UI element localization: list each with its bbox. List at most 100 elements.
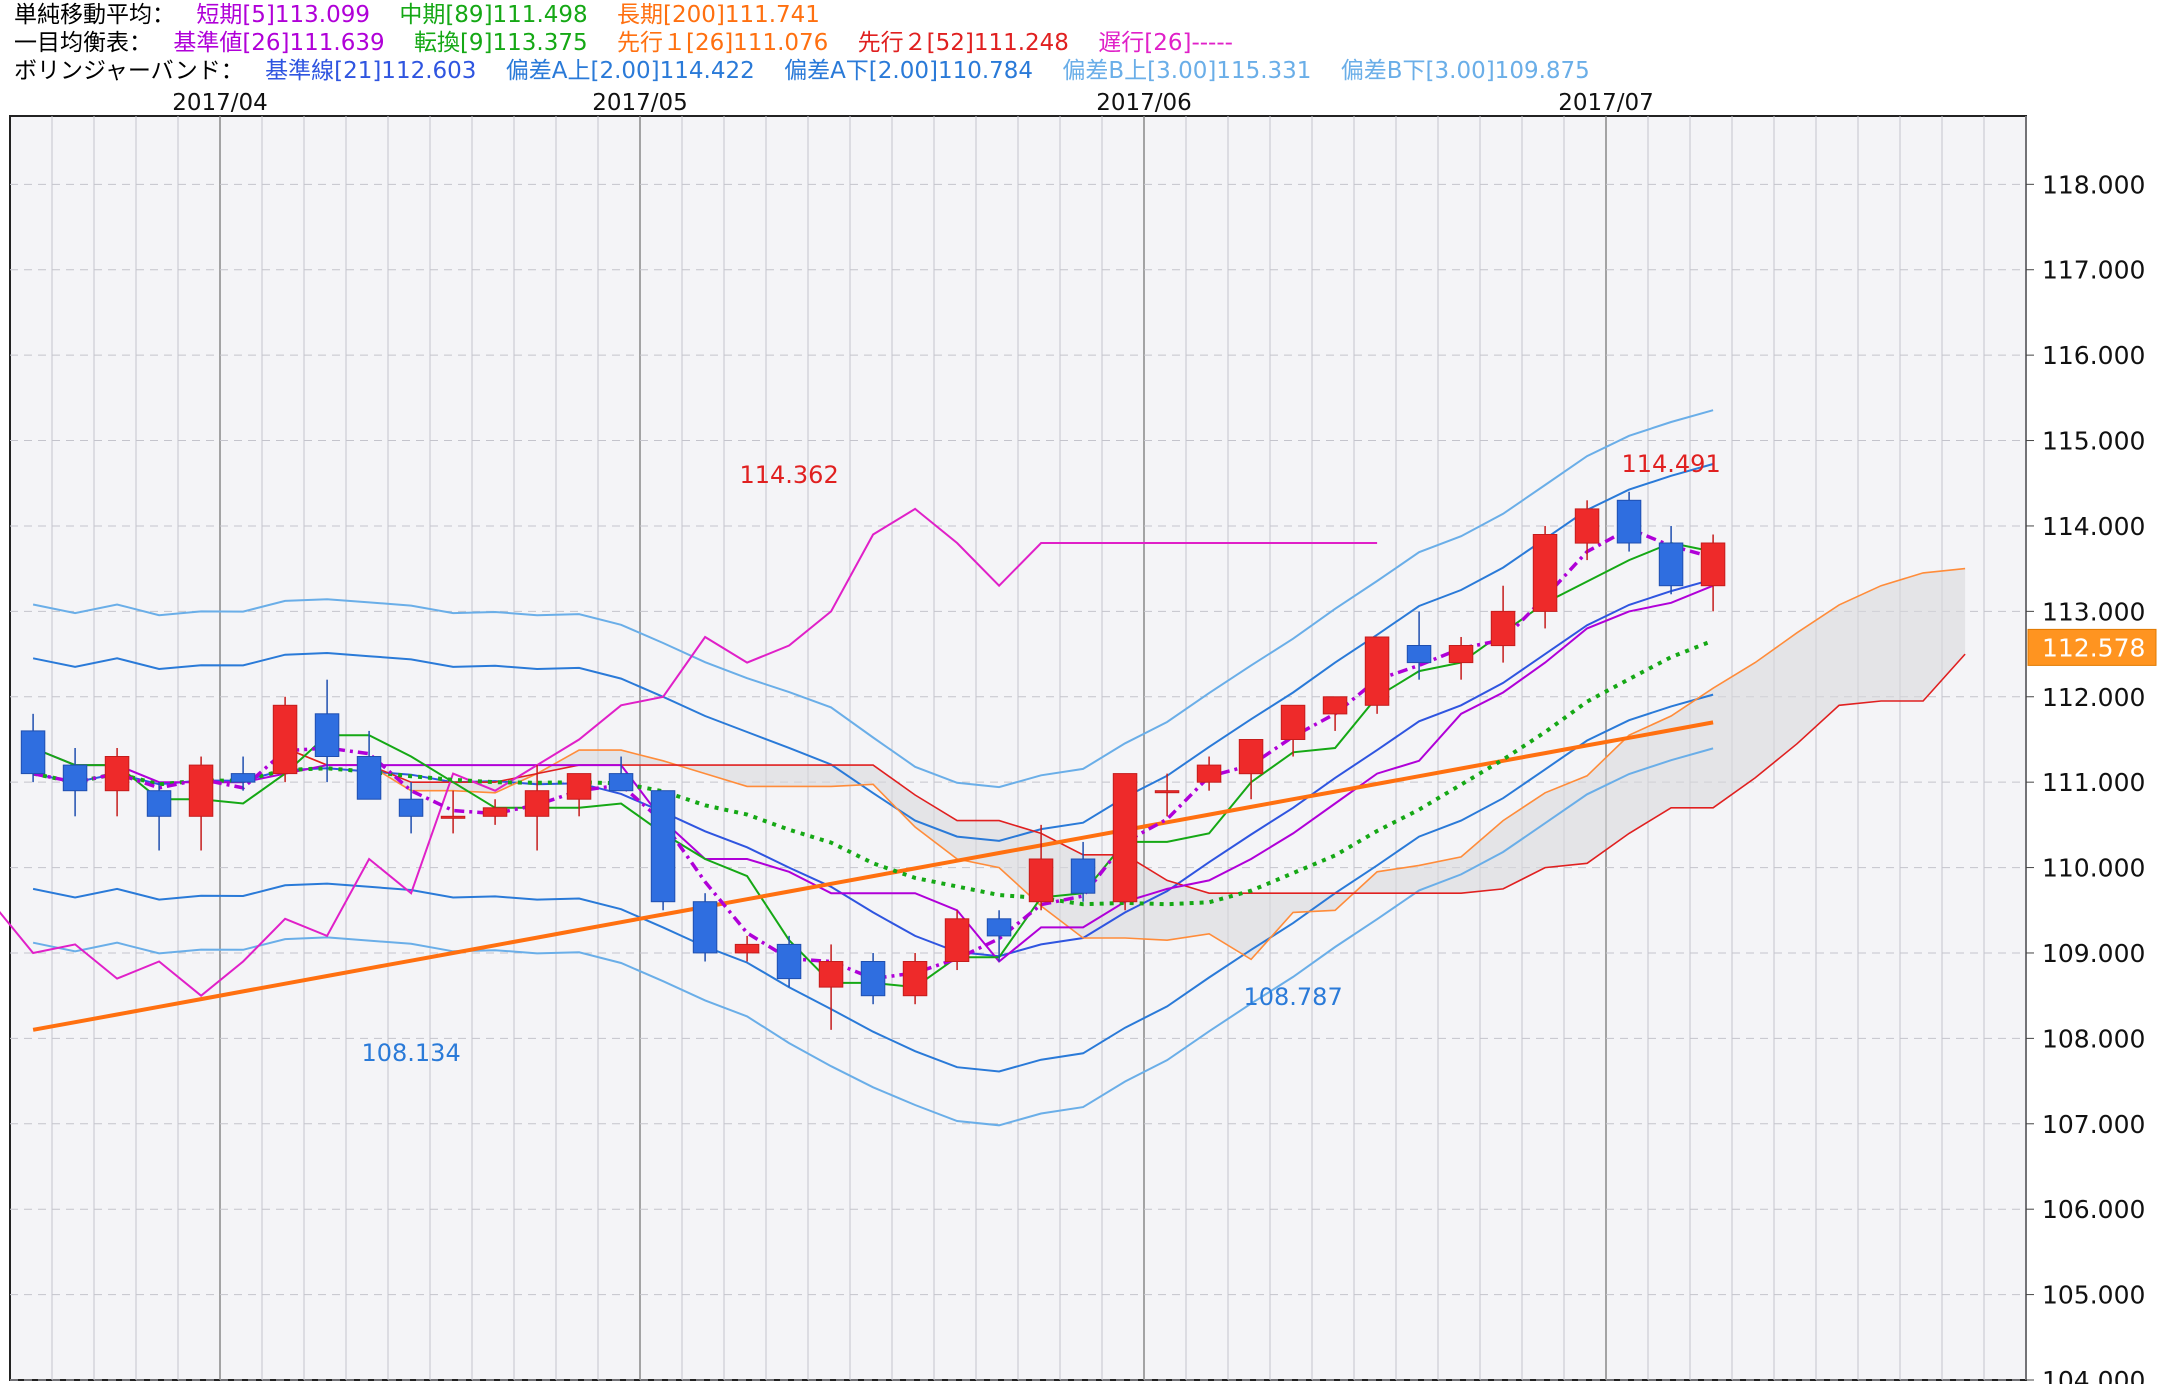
last-price-label: 112.578 (2042, 633, 2145, 662)
legend-sma-mid: 中期[89]111.498 (399, 2, 588, 28)
month-label: 2017/04 (172, 90, 268, 116)
sma-long-line (32, 720, 1714, 1032)
price-tick-label: 105.000 (2042, 1281, 2145, 1310)
candle-body (1364, 636, 1390, 706)
candle-body (1448, 645, 1474, 664)
legend-title-sma: 単純移動平均： (14, 2, 175, 28)
bollinger-lower-b-line (32, 747, 1714, 1127)
candle-body (20, 730, 46, 775)
candle-body (104, 756, 130, 792)
candle-body (188, 764, 214, 817)
candle-body (1658, 542, 1684, 587)
legend-bb-upper-b: 偏差B上[3.00]115.331 (1062, 58, 1312, 84)
candle-body (1616, 499, 1642, 544)
price-annotation: 114.362 (739, 461, 838, 489)
candle-body (818, 961, 844, 988)
legend-bb-upper-a: 偏差A上[2.00]114.422 (505, 58, 755, 84)
candle-body (1196, 764, 1222, 783)
candle-body (230, 773, 256, 783)
candlesticks (20, 491, 1726, 1030)
candle-body (62, 764, 88, 792)
candle-body (734, 943, 760, 954)
candle-body (986, 918, 1012, 937)
candle-body (146, 790, 172, 817)
candle-body (1070, 858, 1096, 894)
price-tick-label: 108.000 (2042, 1024, 2145, 1053)
price-tick-label: 113.000 (2042, 597, 2145, 626)
date-axis: 2017/04 2017/05 2017/06 2017/07 (172, 90, 1654, 116)
candle-body (1406, 645, 1432, 664)
candle-body (272, 704, 298, 775)
candle-body (1112, 773, 1138, 903)
month-label: 2017/07 (1558, 90, 1654, 116)
price-tick-label: 112.000 (2042, 683, 2145, 712)
price-annotation: 108.134 (361, 1039, 460, 1067)
candle-body (398, 798, 424, 817)
candle-body (1154, 790, 1180, 794)
price-tick-label: 104.000 (2042, 1366, 2145, 1384)
sma-short-line (32, 526, 1714, 981)
legend-sma-long: 長期[200]111.741 (616, 2, 820, 28)
price-tick-label: 109.000 (2042, 939, 2145, 968)
price-tick-label: 111.000 (2042, 768, 2145, 797)
candle-body (1700, 542, 1726, 587)
price-tick-label: 106.000 (2042, 1195, 2145, 1224)
legend-row-ichimoku: 一目均衡表： 基準値[26]111.639 転換[9]113.375 先行１[2… (14, 29, 1255, 57)
price-tick-label: 107.000 (2042, 1110, 2145, 1139)
legend-bb-lower-a: 偏差A下[2.00]110.784 (784, 58, 1034, 84)
candle-body (1280, 704, 1306, 740)
candle-body (692, 901, 718, 954)
legend-title-ichimoku: 一目均衡表： (14, 30, 152, 56)
month-label: 2017/05 (592, 90, 688, 116)
candle-body (356, 756, 382, 800)
legend-bb-mid: 基準線[21]112.603 (265, 58, 477, 84)
price-tick-label: 116.000 (2042, 341, 2145, 370)
ichimoku-cloud (285, 568, 1966, 960)
candle-body (566, 773, 592, 800)
candle-body (650, 790, 676, 903)
candle-body (1238, 739, 1264, 775)
candle-body (608, 773, 634, 792)
bollinger-upper-b-line (32, 409, 1714, 789)
candle-body (440, 815, 466, 819)
month-label: 2017/06 (1096, 90, 1192, 116)
cloud-fill (285, 568, 1966, 960)
legend-ichimoku-conversion: 転換[9]113.375 (413, 30, 588, 56)
candle-body (482, 807, 508, 817)
price-tick-label: 114.000 (2042, 512, 2145, 541)
legend-title-bollinger: ボリンジャーバンド： (14, 58, 244, 84)
candle-body (1574, 508, 1600, 544)
price-axis: 118.000 117.000 116.000 115.000 114.000 113.0… (2026, 170, 2157, 1384)
candle-body (860, 961, 886, 997)
indicator-legend: 単純移動平均： 短期[5]113.099 中期[89]111.498 長期[20… (0, 0, 2160, 84)
last-price-marker (2027, 628, 2157, 666)
price-tick-label: 115.000 (2042, 427, 2145, 456)
legend-sma-short: 短期[5]113.099 (196, 2, 371, 28)
legend-row-sma: 単純移動平均： 短期[5]113.099 中期[89]111.498 長期[20… (14, 1, 842, 29)
legend-ichimoku-span1: 先行１[26]111.076 (616, 30, 829, 56)
annotations: 108.134 114.362 108.787 114.491 (361, 450, 1720, 1067)
candle-body (902, 961, 928, 997)
price-annotation: 108.787 (1243, 983, 1342, 1011)
legend-ichimoku-lagging: 遅行[26]----- (1098, 30, 1233, 56)
price-annotation: 114.491 (1621, 450, 1720, 478)
legend-ichimoku-base: 基準値[26]111.639 (173, 30, 385, 56)
candle-body (1490, 610, 1516, 647)
candle-body (314, 713, 340, 757)
price-tick-label: 110.000 (2042, 854, 2145, 883)
ichimoku-base-line (32, 584, 1714, 963)
bollinger-lower-a-line (32, 693, 1714, 1073)
candle-body (1322, 696, 1348, 715)
candle-body (1532, 534, 1558, 612)
legend-ichimoku-span2: 先行２[52]111.248 (857, 30, 1069, 56)
candle-body (1028, 858, 1054, 903)
price-tick-label: 117.000 (2042, 256, 2145, 285)
ichimoku-span1-line (284, 567, 1966, 961)
candle-body (524, 790, 550, 817)
legend-bb-lower-b: 偏差B下[3.00]109.875 (1340, 58, 1590, 84)
candle-body (944, 918, 970, 962)
price-tick-label: 118.000 (2042, 170, 2145, 199)
candle-body (776, 943, 802, 980)
legend-row-bollinger: ボリンジャーバンド： 基準線[21]112.603 偏差A上[2.00]114.… (14, 57, 1612, 85)
